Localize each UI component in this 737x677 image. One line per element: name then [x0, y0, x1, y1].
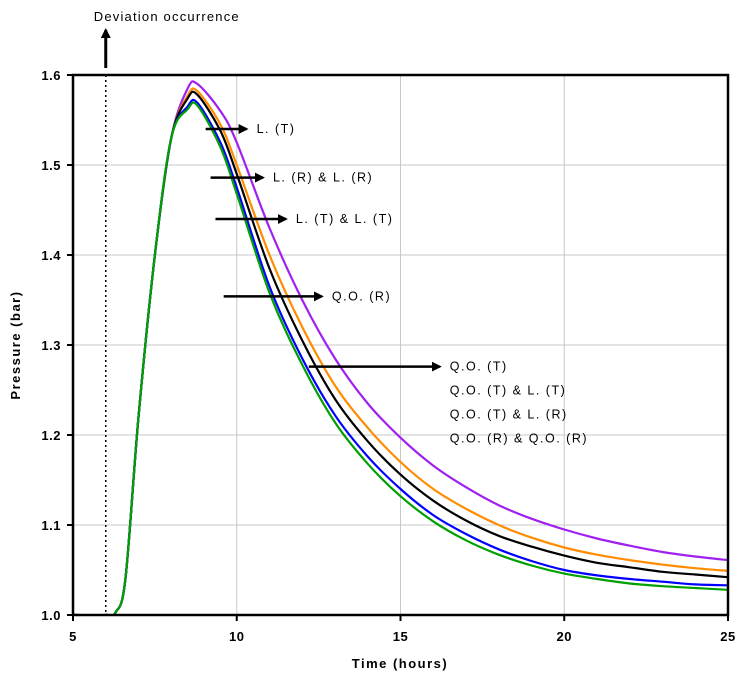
- annotation-label: L. (T): [257, 122, 296, 136]
- annotation-label: Q.O. (R) & Q.O. (R): [450, 432, 588, 446]
- series-line-5: [73, 101, 728, 615]
- y-tick-label: 1.6: [41, 68, 61, 83]
- x-tick-label: 10: [229, 629, 244, 644]
- deviation-label: Deviation occurrence: [94, 9, 240, 24]
- annotations: L. (T) L. (R) & L. (R) L. (T) & L. (T) Q.O.…: [205, 122, 588, 446]
- y-tick-label: 1.5: [41, 158, 61, 173]
- annotation-label: Q.O. (T): [450, 360, 508, 374]
- deviation-marker: Deviation occurrence: [94, 9, 240, 615]
- y-tick-label: 1.0: [41, 608, 61, 623]
- annotation-label: L. (T) & L. (T): [296, 212, 394, 226]
- y-tick-label: 1.4: [41, 248, 61, 263]
- annotation-label: L. (R) & L. (R): [273, 171, 373, 185]
- x-tick-label: 25: [720, 629, 735, 644]
- annotation-label: Q.O. (T) & L. (R): [450, 408, 568, 422]
- annotation-label: Q.O. (R): [332, 289, 391, 303]
- x-tick-label: 20: [557, 629, 572, 644]
- annotation-label: Q.O. (T) & L. (T): [450, 384, 566, 398]
- axis-ticks: 5 10 15 20 25 1.0 1.1 1.2 1.3 1.4 1.5 1.6: [41, 68, 735, 644]
- grid-lines: [73, 75, 728, 615]
- x-tick-label: 5: [69, 629, 77, 644]
- y-axis-title: Pressure (bar): [8, 290, 23, 399]
- y-tick-label: 1.1: [41, 518, 61, 533]
- x-tick-label: 15: [393, 629, 408, 644]
- series-lines: [73, 80, 728, 615]
- y-tick-label: 1.3: [41, 338, 61, 353]
- x-axis-title: Time (hours): [352, 656, 449, 671]
- y-tick-label: 1.2: [41, 428, 61, 443]
